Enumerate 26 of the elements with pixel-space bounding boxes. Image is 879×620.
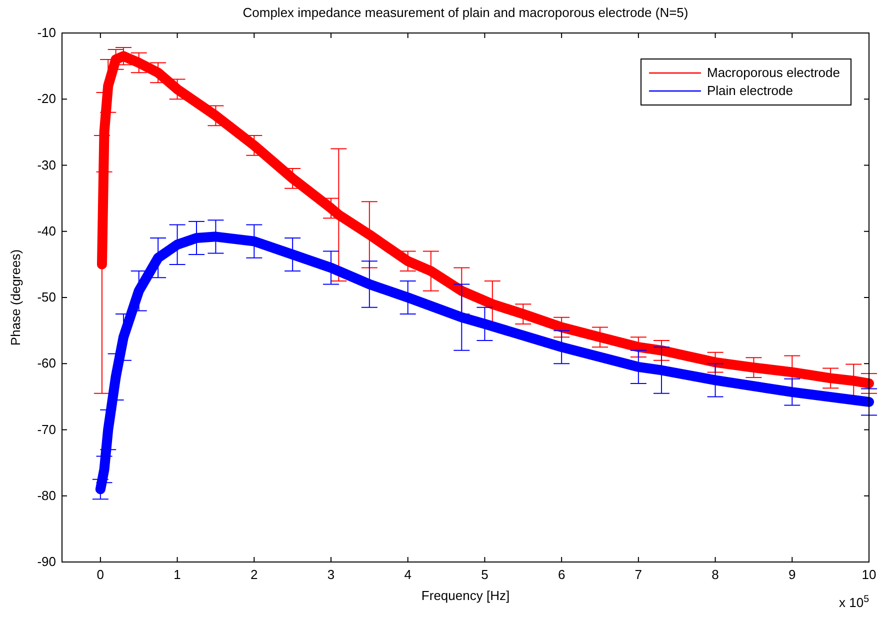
- x-tick-label: 0: [96, 567, 104, 582]
- chart-title: Complex impedance measurement of plain and macroporous electrode (N=5): [242, 5, 688, 20]
- y-tick-label: -80: [37, 488, 56, 503]
- y-tick-label: -70: [37, 422, 56, 437]
- y-tick-label: -20: [37, 91, 56, 106]
- x-tick-label: 5: [481, 567, 488, 582]
- x-axis-title: Frequency [Hz]: [421, 588, 510, 603]
- y-tick-label: -10: [37, 25, 56, 40]
- y-tick-label: -60: [37, 356, 56, 371]
- x-tick-label: 7: [634, 567, 642, 582]
- y-axis-title: Phase (degrees): [8, 249, 23, 346]
- x-tick-label: 4: [404, 567, 412, 582]
- y-tick-label: -40: [37, 223, 56, 238]
- y-tick-label: -30: [37, 157, 56, 172]
- x-tick-label: 1: [174, 567, 181, 582]
- x-tick-label: 10: [862, 567, 876, 582]
- x-tick-label: 9: [788, 567, 796, 582]
- text: x 10$^{5}$: [838, 594, 870, 610]
- x-tick-label: 3: [327, 567, 335, 582]
- x-tick-label: 8: [712, 567, 719, 582]
- y-tick-label: -90: [37, 554, 56, 569]
- legend-label: Macroporous electrode: [707, 65, 840, 80]
- legend-label: Plain electrode: [707, 83, 793, 98]
- y-tick-label: -50: [37, 290, 56, 304]
- x-tick-label: 2: [250, 567, 258, 582]
- x-tick-label: 6: [558, 567, 566, 582]
